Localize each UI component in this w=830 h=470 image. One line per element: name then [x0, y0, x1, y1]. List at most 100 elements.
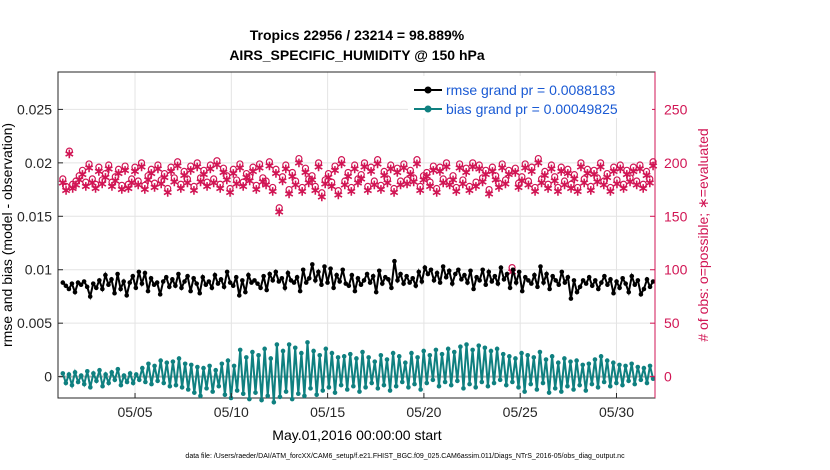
- obs-possible-marker: [446, 177, 454, 185]
- obs-evaluated-marker: ∗: [392, 164, 403, 179]
- bias-point: [185, 387, 191, 392]
- bias-point: [216, 383, 222, 389]
- rmse-point: [84, 284, 90, 290]
- bias-point: [109, 370, 115, 375]
- obs-evaluated-marker: ∗: [625, 174, 636, 189]
- obs-evaluated-marker: ∗: [359, 159, 370, 174]
- obs-possible-marker: [482, 166, 490, 174]
- obs-possible-marker: [383, 175, 392, 183]
- rmse-point: [264, 287, 269, 293]
- obs-possible-marker: [423, 168, 431, 177]
- obs-possible-marker: [518, 173, 526, 181]
- x-tick-label: 05/20: [406, 404, 441, 420]
- obs-evaluated-marker: ∗: [205, 161, 216, 176]
- rmse-point: [221, 284, 227, 290]
- obs-possible-marker: [429, 162, 437, 170]
- obs-possible-marker: [308, 172, 316, 180]
- obs-possible-marker: [511, 164, 519, 172]
- obs-evaluated-marker: ∗: [415, 183, 426, 198]
- rmse-point: [218, 277, 224, 282]
- legend-background: [408, 76, 652, 118]
- obs-possible-marker: [580, 175, 588, 183]
- obs-evaluated-marker: ∗: [569, 171, 580, 186]
- bias-point: [433, 347, 439, 353]
- bias-point: [317, 352, 323, 358]
- bias-point: [439, 351, 445, 357]
- obs-possible-marker: [288, 168, 296, 177]
- rmse-point: [376, 268, 382, 274]
- obs-possible-marker: [190, 182, 198, 190]
- bias-point: [595, 385, 601, 390]
- bias-point: [620, 382, 625, 388]
- rmse-point: [413, 283, 419, 289]
- rmse-point: [623, 281, 628, 286]
- obs-possible-marker: [118, 181, 126, 189]
- rmse-point: [647, 284, 653, 290]
- bias-point: [617, 362, 622, 368]
- obs-evaluated-marker: ∗: [169, 174, 180, 189]
- obs-possible-marker: [82, 178, 90, 186]
- bias-point: [366, 355, 371, 360]
- bias-point: [467, 381, 472, 387]
- rmse-point: [115, 271, 120, 277]
- bias-point: [586, 361, 592, 367]
- rmse-point: [361, 278, 367, 283]
- obs-evaluated-marker: ∗: [362, 183, 373, 198]
- rmse-point: [148, 275, 154, 281]
- rmse-point: [440, 264, 446, 269]
- bias-point: [136, 377, 142, 383]
- obs-possible-marker: [213, 157, 221, 165]
- bias-point: [247, 396, 252, 402]
- obs-evaluated-marker: ∗: [585, 183, 596, 198]
- obs-possible-marker: [492, 172, 500, 180]
- obs-possible-marker: [574, 183, 582, 192]
- obs-possible-marker: [623, 166, 631, 174]
- rmse-point: [163, 274, 169, 280]
- obs-possible-marker: [393, 164, 401, 172]
- obs-possible-marker: [223, 172, 231, 180]
- obs-evaluated-marker: ∗: [520, 160, 531, 175]
- bias-point: [638, 377, 644, 383]
- rmse-point: [230, 283, 236, 289]
- bias-point: [574, 358, 579, 363]
- obs-possible-marker: [456, 160, 464, 168]
- obs-evaluated-marker: ∗: [218, 164, 229, 179]
- rmse-point: [93, 285, 99, 291]
- bias-point: [384, 357, 390, 362]
- obs-evaluated-marker: ∗: [589, 167, 600, 182]
- obs-evaluated-marker: ∗: [126, 175, 137, 190]
- y-axis-label-right: # of obs: o=possible; ∗=evaluated: [695, 128, 711, 341]
- rmse-point: [617, 285, 622, 291]
- bias-point: [464, 342, 469, 347]
- bias-point: [543, 357, 549, 362]
- bias-point: [412, 381, 417, 387]
- obs-possible-marker: [587, 182, 595, 190]
- bias-point: [280, 348, 286, 354]
- bias-point: [121, 373, 127, 378]
- rmse-point: [480, 267, 485, 273]
- y-right-tick-label: 50: [664, 315, 680, 331]
- obs-evaluated-marker: ∗: [313, 159, 324, 174]
- obs-possible-marker: [597, 159, 605, 167]
- rmse-point: [577, 284, 583, 290]
- rmse-point: [197, 290, 203, 296]
- obs-evaluated-marker: ∗: [120, 162, 131, 177]
- bias-point: [540, 380, 546, 386]
- bias-point: [415, 355, 420, 360]
- rmse-point: [291, 280, 297, 285]
- bias-point: [311, 348, 316, 354]
- obs-evaluated-marker: ∗: [287, 169, 298, 184]
- obs-evaluated-marker: ∗: [251, 182, 262, 197]
- rmse-point: [592, 278, 598, 283]
- bias-point: [565, 383, 570, 389]
- obs-evaluated-marker: ∗: [143, 172, 154, 187]
- bias-point: [100, 383, 105, 389]
- rmse-point: [246, 272, 251, 278]
- bias-point: [396, 354, 402, 359]
- bias-point: [204, 386, 209, 391]
- obs-evaluated-marker: ∗: [497, 160, 508, 175]
- obs-evaluated-marker: ∗: [211, 157, 222, 172]
- rmse-point: [364, 271, 370, 277]
- obs-possible-marker: [249, 163, 257, 171]
